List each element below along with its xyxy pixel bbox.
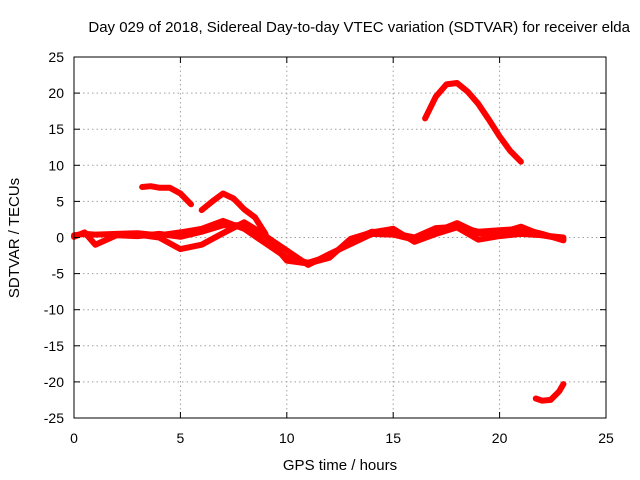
data-point <box>135 232 141 238</box>
data-point <box>465 89 471 95</box>
data-point <box>148 183 154 189</box>
data-point <box>284 248 290 253</box>
data-point <box>548 397 554 403</box>
y-tick-label: 20 <box>48 85 64 101</box>
data-point <box>390 226 396 232</box>
y-tick-label: 25 <box>48 49 64 65</box>
data-point <box>284 258 290 264</box>
x-tick-label: 5 <box>177 430 185 446</box>
data-point <box>556 388 562 394</box>
data-point <box>369 229 375 235</box>
data-point <box>412 239 417 245</box>
data-point <box>390 232 396 238</box>
ticks: 0 5 10 15 20 25 -25 -20 -15 -10 -5 0 5 10 15 20 25 <box>44 49 614 446</box>
data-point <box>560 381 566 387</box>
data-point <box>209 198 215 204</box>
x-tick-label: 10 <box>279 430 295 446</box>
y-tick-label: -10 <box>44 302 64 318</box>
data-point <box>156 185 162 191</box>
data-point <box>177 234 183 240</box>
data-point <box>199 229 205 235</box>
data-point <box>220 230 226 236</box>
x-tick-label: 20 <box>492 430 508 446</box>
data-point <box>433 94 439 100</box>
data-point <box>188 201 194 207</box>
data-point <box>177 246 183 252</box>
data-point <box>263 231 268 237</box>
y-tick-label: 15 <box>48 121 64 137</box>
data-point <box>486 117 492 123</box>
data-point <box>199 242 205 248</box>
data-point <box>443 81 449 87</box>
data-point <box>422 115 428 121</box>
y-tick-label: 0 <box>56 230 64 246</box>
data-point <box>139 184 145 190</box>
y-tick-label: -5 <box>52 266 65 282</box>
series-arc-a <box>139 183 194 208</box>
data-point <box>177 191 183 196</box>
data-point <box>263 240 268 246</box>
data-point <box>252 214 258 220</box>
data-point <box>305 261 311 266</box>
data-point <box>92 242 98 248</box>
data-point <box>241 206 247 212</box>
data-point <box>497 133 503 139</box>
x-tick-label: 15 <box>385 430 401 446</box>
x-tick-label: 0 <box>70 430 78 446</box>
data-point <box>220 222 226 228</box>
data-point <box>475 237 481 243</box>
data-point <box>507 148 513 154</box>
series-group <box>71 80 567 404</box>
data-point <box>92 232 98 238</box>
data-point <box>241 219 247 225</box>
data-point <box>220 218 226 224</box>
data-point <box>156 235 162 240</box>
data-point <box>433 231 439 237</box>
data-point <box>475 101 481 107</box>
data-point <box>348 236 354 242</box>
data-point <box>475 230 481 236</box>
data-point <box>518 159 524 165</box>
y-tick-label: -20 <box>44 374 64 390</box>
y-axis-label: SDTVAR / TECUs <box>6 178 23 298</box>
data-point <box>114 232 120 238</box>
y-tick-label: -15 <box>44 338 64 354</box>
data-point <box>454 224 460 230</box>
data-point <box>518 231 524 237</box>
data-point <box>518 224 524 230</box>
data-point <box>220 191 226 196</box>
data-point <box>560 235 566 240</box>
data-point <box>199 207 205 213</box>
data-point <box>533 396 539 401</box>
y-tick-label: -25 <box>44 410 64 426</box>
data-point <box>497 233 503 239</box>
x-axis-label: GPS time / hours <box>283 457 397 474</box>
series-arc-c <box>422 80 524 165</box>
data-point <box>454 80 460 86</box>
data-point <box>82 229 88 235</box>
data-point <box>231 196 237 201</box>
y-tick-label: 10 <box>48 157 64 173</box>
chart-title: Day 029 of 2018, Sidereal Day-to-day VTE… <box>88 19 630 36</box>
data-point <box>167 185 173 191</box>
y-tick-label: 5 <box>56 193 64 209</box>
data-point <box>539 232 545 238</box>
x-tick-label: 25 <box>598 430 614 446</box>
data-point <box>326 255 332 261</box>
data-point <box>454 220 460 226</box>
data-point <box>539 398 545 404</box>
